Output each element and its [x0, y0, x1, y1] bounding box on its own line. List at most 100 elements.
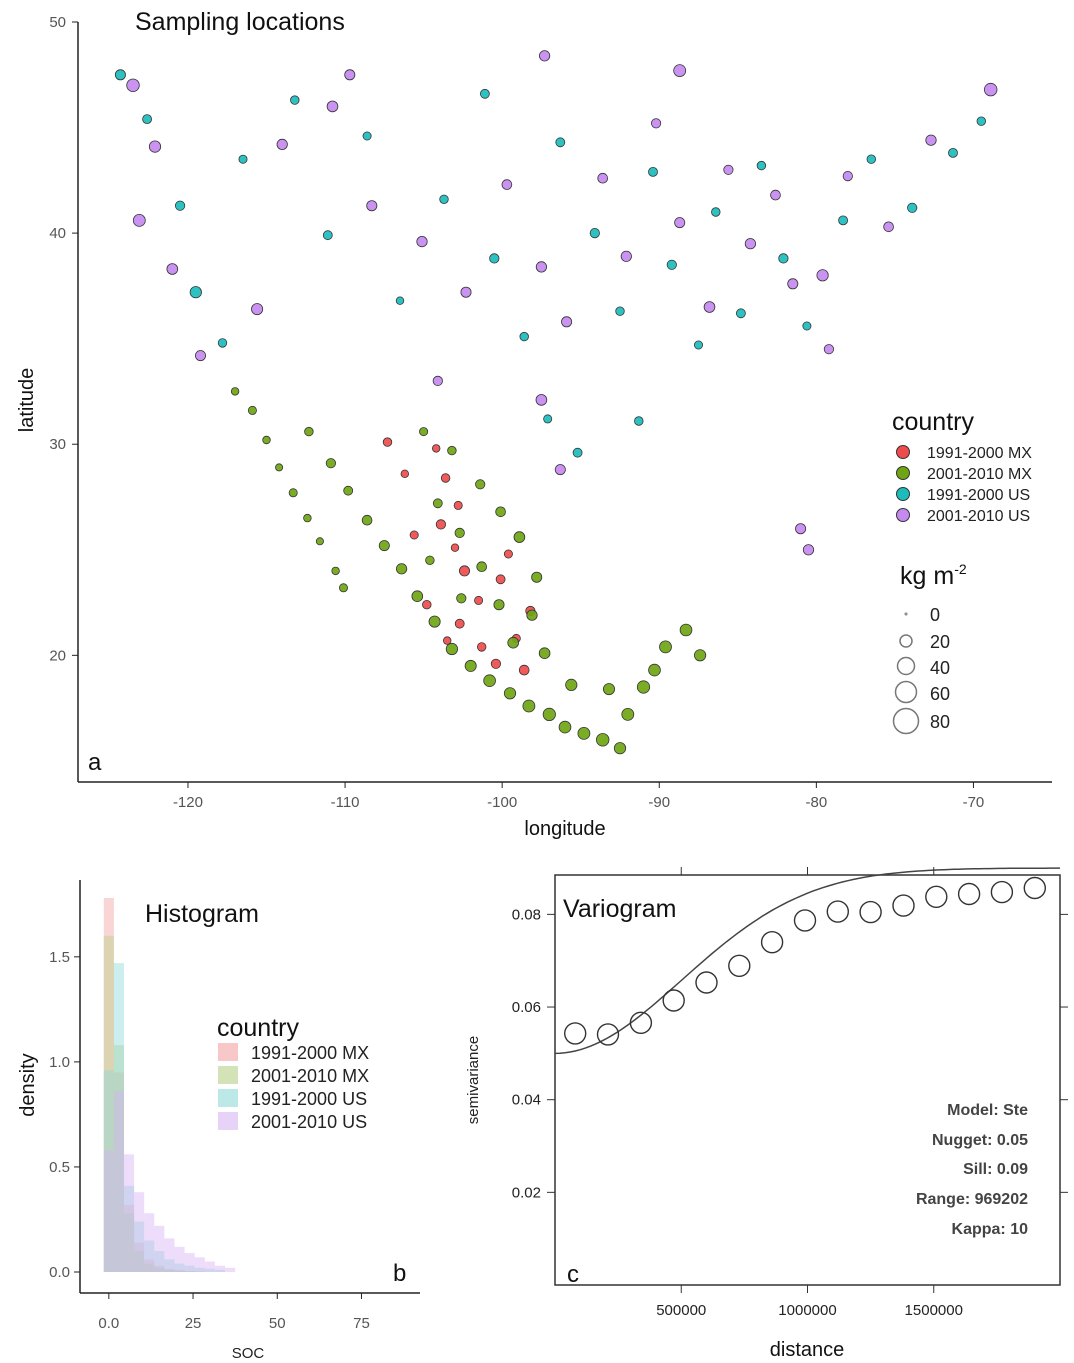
hist-legend-items: 1991-2000 MX 2001-2010 MX 1991-2000 US 2001… — [218, 1043, 369, 1132]
hist-y-tick-label: 0.5 — [49, 1159, 70, 1176]
map-point — [432, 444, 441, 453]
hist-bar — [164, 1238, 175, 1272]
hist-bar — [184, 1253, 195, 1272]
map-point — [673, 64, 687, 77]
map-point — [416, 236, 428, 248]
map-point — [589, 228, 600, 239]
map-point — [477, 642, 487, 652]
map-point — [275, 463, 284, 472]
map-point — [650, 118, 662, 129]
size-legend-label-20: 20 — [930, 632, 950, 652]
map-point — [674, 217, 686, 229]
variogram-annotations: Model: Ste Nugget: 0.05 Sill: 0.09 Range… — [916, 1102, 1028, 1238]
map-point — [366, 200, 378, 212]
hist-bar — [204, 1268, 215, 1272]
map-point — [842, 171, 853, 182]
map-point — [648, 663, 661, 677]
hist-legend-title: country — [217, 1014, 299, 1042]
map-point — [395, 296, 405, 305]
map-point — [778, 253, 789, 264]
map-point — [907, 202, 918, 213]
map-point — [450, 543, 460, 552]
hist-bar — [225, 1267, 236, 1272]
hist-legend-label: 2001-2010 MX — [251, 1066, 369, 1086]
map-point — [555, 137, 566, 148]
hist-bar — [194, 1267, 205, 1272]
map-point — [422, 600, 432, 610]
hist-bar — [103, 1070, 114, 1272]
map-point — [344, 69, 356, 81]
histogram-bars — [103, 898, 236, 1272]
hist-bar — [154, 1267, 165, 1272]
map-point — [419, 427, 429, 437]
map-point — [535, 394, 548, 406]
map-panel: -120 -110 -100 -90 -80 -70 20 30 40 50 Sampling … — [16, 8, 1052, 840]
map-point — [304, 426, 314, 437]
map-point — [247, 405, 257, 415]
variogram-panel-letter: c — [567, 1261, 579, 1288]
map-point — [303, 513, 312, 523]
map-point — [679, 623, 693, 637]
map-point — [315, 537, 324, 546]
map-point — [439, 194, 449, 205]
map-points-group — [114, 50, 998, 755]
map-point — [948, 147, 958, 158]
variogram-point — [695, 971, 718, 994]
var-x-tick-label: 500000 — [656, 1302, 706, 1319]
map-point — [495, 506, 506, 518]
map-y-tick-label: 50 — [49, 14, 66, 31]
hist-bar — [134, 1221, 145, 1272]
map-point — [596, 733, 610, 747]
hist-bar — [134, 1242, 145, 1272]
hist-y-ticks: 0.0 0.5 1.0 1.5 — [49, 949, 80, 1281]
hist-bar — [184, 1271, 195, 1272]
var-y-axis-label: semivariance — [465, 1036, 482, 1124]
map-x-tick-label: -80 — [806, 794, 828, 811]
map-point — [866, 154, 877, 164]
hist-y-tick-label: 1.5 — [49, 949, 70, 966]
map-legend-title: country — [892, 408, 974, 436]
map-point — [703, 301, 716, 313]
map-point — [744, 238, 757, 250]
map-point — [142, 114, 153, 124]
model-annotation: Model: Ste — [947, 1102, 1028, 1119]
hist-bar — [134, 1192, 145, 1272]
variogram-point — [892, 894, 915, 917]
map-point — [838, 215, 848, 226]
hist-y-tick-label: 0.0 — [49, 1264, 70, 1281]
map-point — [400, 469, 409, 478]
map-legend-items: 1991-2000 MX 2001-2010 MX 1991-2000 US 2001… — [896, 445, 1032, 525]
map-point — [816, 269, 829, 282]
map-point — [636, 680, 651, 694]
variogram-point — [629, 1011, 653, 1034]
hist-x-tick-label: 25 — [185, 1315, 202, 1332]
map-point — [453, 500, 463, 510]
map-point — [432, 498, 443, 509]
map-point — [634, 416, 644, 426]
map-point — [166, 263, 179, 275]
map-point — [603, 683, 616, 696]
map-point — [276, 138, 288, 150]
var-x-tick-label: 1000000 — [778, 1302, 836, 1319]
variogram-point — [859, 900, 882, 924]
map-x-tick-label: -90 — [648, 794, 670, 811]
map-point — [409, 530, 419, 540]
map-point — [802, 321, 812, 331]
map-point — [554, 464, 566, 476]
size-legend-label-60: 60 — [930, 684, 950, 704]
map-point — [621, 708, 635, 721]
map-point — [425, 555, 435, 566]
map-point — [493, 599, 505, 611]
variogram-points — [564, 876, 1047, 1046]
map-point — [597, 172, 608, 184]
map-point — [694, 340, 704, 350]
hist-bar — [144, 1213, 155, 1272]
map-point — [518, 664, 530, 676]
map-point — [613, 742, 627, 755]
map-point — [666, 259, 677, 270]
hist-x-axis-label: SOC — [232, 1345, 265, 1362]
map-point — [447, 445, 457, 456]
map-point — [458, 565, 470, 577]
map-point — [132, 213, 146, 227]
